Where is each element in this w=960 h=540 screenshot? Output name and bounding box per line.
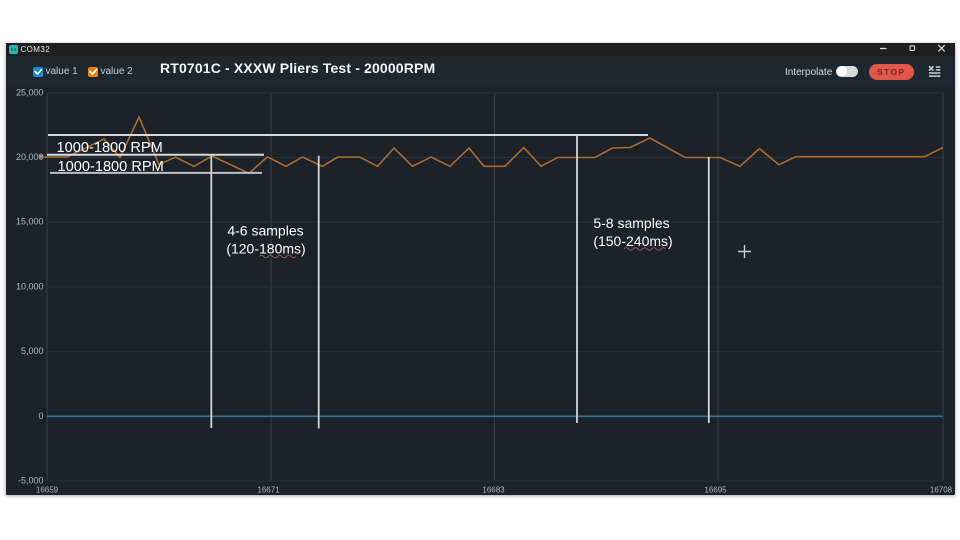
svg-text:10,000: 10,000	[16, 281, 44, 291]
svg-text:16683: 16683	[482, 486, 505, 495]
svg-text:(150-240ms): (150-240ms)	[593, 233, 672, 249]
svg-text:-5,000: -5,000	[18, 476, 44, 486]
svg-text:(120-180ms): (120-180ms)	[226, 241, 305, 257]
svg-text:1000-1800 RPM: 1000-1800 RPM	[57, 140, 163, 156]
svg-text:5-8 samples: 5-8 samples	[593, 215, 669, 231]
svg-text:5,000: 5,000	[21, 346, 44, 356]
svg-text:25,000: 25,000	[16, 87, 44, 97]
svg-text:16708: 16708	[930, 486, 953, 495]
svg-text:16695: 16695	[704, 486, 727, 495]
svg-text:20,000: 20,000	[16, 152, 44, 162]
svg-text:15,000: 15,000	[16, 217, 44, 227]
svg-text:0: 0	[38, 411, 43, 421]
svg-text:16671: 16671	[257, 486, 280, 495]
svg-text:16659: 16659	[36, 486, 59, 495]
svg-text:4-6 samples: 4-6 samples	[227, 223, 303, 239]
svg-text:1000-1800 RPM: 1000-1800 RPM	[58, 159, 164, 175]
